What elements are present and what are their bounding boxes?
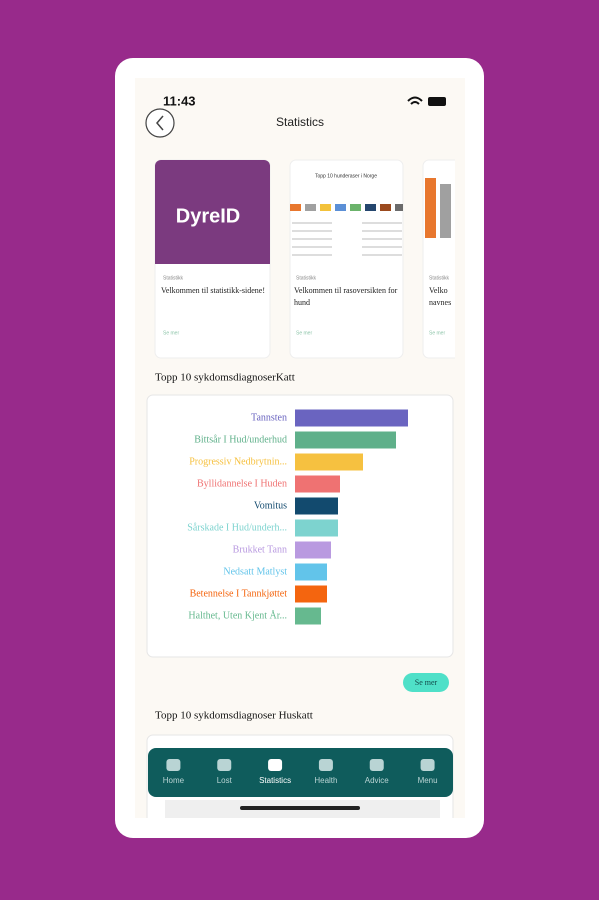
chart: Tannsten Bittsår I Hud/underhud Progressiv… [187, 409, 408, 625]
category-label: Sårskade I Hud/underh... [187, 522, 287, 533]
card-link[interactable]: Se mer [296, 330, 312, 336]
battery [428, 97, 446, 106]
category-label: Bittsår I Hud/underhud [194, 434, 287, 445]
card[interactable]: DyreID Statistikk Velkommen til statisti… [154, 159, 271, 359]
bar [295, 475, 340, 493]
bar [295, 431, 396, 449]
nav-icon [268, 759, 283, 771]
bar [295, 409, 408, 427]
back-button[interactable] [145, 108, 175, 138]
back-icon [156, 115, 164, 131]
card-tag: Statistikk [296, 275, 317, 281]
category-label: Vomitus [254, 500, 287, 511]
bar [295, 497, 338, 515]
bar [295, 453, 363, 471]
card-title: Velko navnes [429, 286, 452, 307]
wifi-icon [407, 96, 423, 105]
card-thumbnail [290, 204, 403, 256]
card-logo: DyreID [176, 205, 240, 227]
bar [295, 585, 327, 603]
nav-label[interactable]: Advice [365, 776, 390, 785]
bar [295, 541, 331, 559]
nav-label[interactable]: Health [314, 776, 337, 785]
category-label: Tannsten [251, 412, 287, 423]
category-label: Brukket Tann [233, 544, 287, 555]
card-title: Velkommen til statistikk-sidene! [161, 286, 265, 295]
nav-label[interactable]: Menu [418, 776, 438, 785]
see-more-button[interactable] [403, 673, 449, 692]
category-label: Betennelse I Tannkjøttet [190, 588, 288, 599]
status-time: 11:43 [163, 93, 196, 108]
card-image-title: Topp 10 hunderaser i Norge [315, 173, 377, 179]
card-link[interactable]: Se mer [429, 330, 445, 336]
home-indicator [240, 806, 360, 810]
category-label: Halthet, Uten Kjent År... [188, 609, 287, 621]
nav-label[interactable]: Statistics [259, 776, 291, 785]
nav-icon [318, 759, 333, 771]
card-tag: Statistikk [429, 275, 450, 281]
bar [295, 519, 338, 537]
header-title: Statistics [276, 115, 324, 129]
card[interactable]: Statistikk Velko navnes Se mer [422, 159, 536, 359]
card[interactable]: Topp 10 hunderaser i Norge Statistikk Ve… [289, 159, 404, 359]
card-title: Velkommen til rasoversikten for hund [294, 286, 398, 307]
button-label: Se mer [415, 678, 438, 687]
nav-label[interactable]: Lost [217, 776, 233, 785]
bottom-nav [148, 748, 453, 797]
category-label: Nedsatt Matlyst [223, 566, 287, 577]
nav-label[interactable]: Home [163, 776, 185, 785]
nav-items: Home Lost Statistics Health Advice Menu [163, 759, 438, 785]
category-label: Progressiv Nedbrytnin... [189, 456, 287, 467]
nav-icon [166, 759, 181, 771]
nav-icon [217, 759, 232, 771]
nav-icon [420, 759, 435, 771]
category-label: Byllidannelse I Huden [197, 478, 287, 489]
bar [295, 563, 327, 581]
section-title: Topp 10 sykdomsdiagnoserKatt [155, 372, 295, 384]
bar [295, 607, 321, 625]
card-tag: Statistikk [163, 275, 184, 281]
nav-icon [369, 759, 384, 771]
section-title: Topp 10 sykdomsdiagnoser Huskatt [155, 710, 313, 722]
card-link[interactable]: Se mer [163, 330, 179, 336]
